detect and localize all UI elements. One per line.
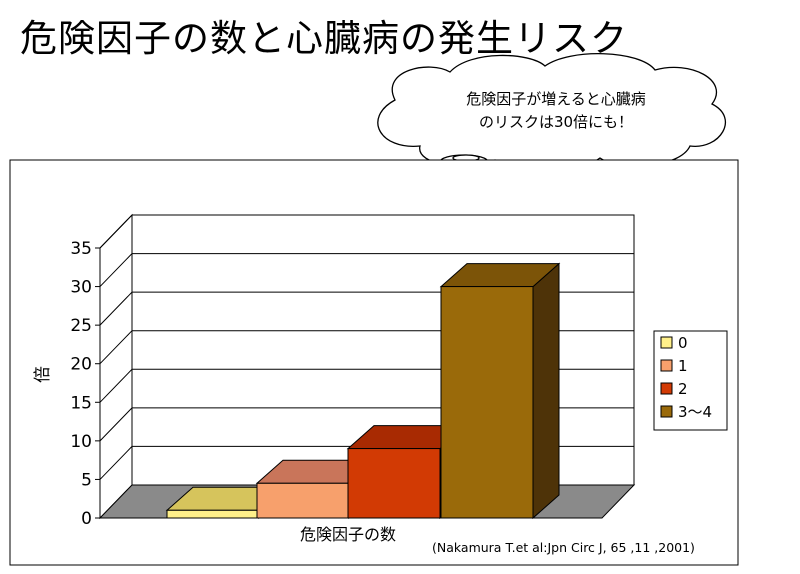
- legend-swatch: [660, 359, 673, 372]
- page-title: 危険因子の数と心臓病の発生リスク: [20, 17, 628, 60]
- bar-front: [440, 286, 534, 519]
- callout-line-1: 危険因子が増えると心臓病: [466, 90, 646, 108]
- y-tick-label: 35: [70, 239, 92, 259]
- y-tick-label: 20: [70, 355, 92, 375]
- gridline: [99, 214, 634, 249]
- bar-side: [532, 262, 560, 520]
- y-tick-label: 10: [70, 432, 92, 452]
- legend-swatch: [660, 382, 673, 395]
- callout-line-2: のリスクは30倍にも！: [478, 113, 634, 131]
- bar-front: [166, 509, 260, 519]
- legend-label: 2: [678, 380, 688, 398]
- legend-label: 3〜4: [678, 403, 712, 421]
- y-tick-label: 5: [81, 470, 92, 490]
- legend-label: 1: [678, 357, 688, 375]
- legend-swatch: [660, 336, 673, 349]
- bar-front: [256, 482, 350, 519]
- y-tick-label: 25: [70, 316, 92, 336]
- y-tick-label: 15: [70, 393, 92, 413]
- bars: [165, 262, 561, 520]
- callout-text: 危険因子が増えると心臓病 のリスクは30倍にも！: [406, 88, 706, 134]
- legend-swatch: [660, 405, 673, 418]
- gridline: [99, 253, 634, 287]
- side-wall: [99, 213, 133, 520]
- y-tick-label: 30: [70, 278, 92, 298]
- legend-label: 0: [678, 334, 688, 352]
- bar-front: [347, 448, 441, 519]
- y-axis-label: 倍: [33, 366, 53, 383]
- x-axis-label: 危険因子の数: [300, 525, 396, 544]
- bar: [439, 262, 561, 520]
- y-tick-label: 0: [81, 509, 92, 529]
- citation: (Nakamura T.et al:Jpn Circ J, 65 ,11 ,20…: [432, 540, 695, 555]
